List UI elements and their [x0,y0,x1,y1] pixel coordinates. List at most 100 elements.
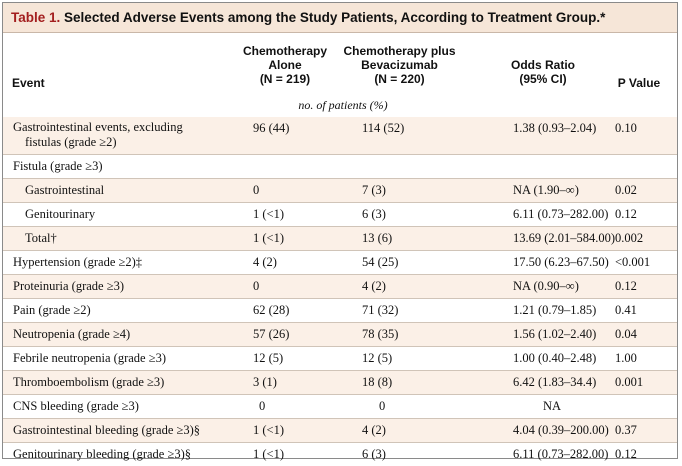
row-alone: 0 [253,279,260,293]
row-p: 0.04 [615,327,637,341]
row-alone: 1 (<1) [253,423,284,437]
table-row: Hypertension (grade ≥2)‡ 4 (2) 54 (25) 1… [3,251,677,275]
row-odds: 1.38 (0.93–2.04) [513,121,597,135]
row-event: Febrile neutropenia (grade ≥3) [13,351,166,365]
row-alone: 1 (<1) [253,231,284,245]
table-row: Genitourinary bleeding (grade ≥3)§ 1 (<1… [3,443,677,466]
table-row: Proteinuria (grade ≥3) 0 4 (2) NA (0.90–… [3,275,677,299]
row-p: 0.002 [615,231,644,245]
row-bev: 6 (3) [362,207,386,221]
row-p: 0.37 [615,423,637,437]
row-alone: 12 (5) [253,351,284,365]
row-p: 0.10 [615,121,637,135]
row-bev: 12 (5) [362,351,393,365]
row-odds: 6.42 (1.83–34.4) [513,375,597,389]
table-row: Gastrointestinal events, excluding fistul… [3,117,677,155]
row-bev: 54 (25) [362,255,399,269]
row-p: <0.001 [615,255,651,269]
row-alone: 3 (1) [253,375,277,389]
row-odds: 1.56 (1.02–2.40) [513,327,597,341]
row-event: Neutropenia (grade ≥4) [13,327,131,341]
header-chemo-alone-line3: (N = 219) [259,72,311,86]
row-event: Proteinuria (grade ≥3) [13,279,124,293]
row-p: 0.12 [615,207,637,221]
row-odds: NA [543,399,562,413]
table-row: Total† 1 (<1) 13 (6) 13.69 (2.01–584.00)… [3,227,677,251]
units-label: no. of patients (%) [298,98,388,112]
row-event: Genitourinary [25,207,96,221]
row-alone: 4 (2) [253,255,277,269]
row-bev: 18 (8) [362,375,393,389]
table-row: Genitourinary 1 (<1) 6 (3) 6.11 (0.73–28… [3,203,677,227]
header-chemo-bev-line3: (N = 220) [374,72,425,86]
row-bev: 71 (32) [362,303,399,317]
row-bev: 0 [379,399,386,413]
row-p: 1.00 [615,351,637,365]
table-row: Pain (grade ≥2) 62 (28) 71 (32) 1.21 (0.… [3,299,677,323]
row-p: 0.12 [615,447,637,461]
row-event: Hypertension (grade ≥2)‡ [13,255,143,269]
table-caption: Selected Adverse Events among the Study … [64,10,606,25]
row-odds: NA (0.90–∞) [513,279,579,293]
header-chemo-alone: Chemotherapy Alone (N = 219) [225,44,345,86]
row-bev: 7 (3) [362,183,386,197]
header-event: Event [12,76,45,90]
row-p: 0.12 [615,279,637,293]
header-chemo-alone-line1: Chemotherapy [242,44,328,58]
table-frame: Table 1. Selected Adverse Events among t… [2,2,678,461]
row-event-line1: Gastrointestinal events, excluding [13,120,183,134]
row-event-line2: fistulas (grade ≥2) [25,135,117,149]
row-event: Thromboembolism (grade ≥3) [13,375,165,389]
table-title: Table 1. Selected Adverse Events among t… [3,3,677,33]
row-bev: 13 (6) [362,231,393,245]
table-row: Febrile neutropenia (grade ≥3) 12 (5) 12… [3,347,677,371]
row-odds: 17.50 (6.23–67.50) [513,255,609,269]
row-event: Pain (grade ≥2) [13,303,91,317]
table-header: Event Chemotherapy Alone (N = 219) Chemo… [3,44,677,92]
row-event: CNS bleeding (grade ≥3) [13,399,139,413]
row-odds: 1.21 (0.79–1.85) [513,303,597,317]
row-alone: 0 [259,399,266,413]
header-odds-ratio: Odds Ratio (95% CI) [488,58,598,86]
row-event: Gastrointestinal events, excluding fistul… [13,120,183,150]
row-odds: NA (1.90–∞) [513,183,579,197]
row-alone: 96 (44) [253,121,290,135]
row-odds: 1.00 (0.40–2.48) [513,351,597,365]
row-bev: 114 (52) [362,121,405,135]
header-chemo-bev: Chemotherapy plus Bevacizumab (N = 220) [337,44,462,86]
row-event: Fistula (grade ≥3) [13,159,103,173]
table-row: Gastrointestinal 0 7 (3) NA (1.90–∞) 0.0… [3,179,677,203]
table-row: Fistula (grade ≥3) [3,155,677,179]
row-p: 0.41 [615,303,637,317]
row-bev: 4 (2) [362,279,386,293]
row-odds: 4.04 (0.39–200.00) [513,423,609,437]
header-chemo-alone-line2: Alone [268,58,302,72]
row-odds: 13.69 (2.01–584.00) [513,231,616,245]
row-bev: 78 (35) [362,327,399,341]
header-odds-line1: Odds Ratio [510,58,575,72]
row-bev: 4 (2) [362,423,386,437]
row-event: Gastrointestinal bleeding (grade ≥3)§ [13,423,201,437]
header-odds-line2: (95% CI) [519,72,567,86]
header-chemo-bev-line2: Bevacizumab [361,58,438,72]
row-alone: 62 (28) [253,303,290,317]
row-event: Gastrointestinal [25,183,105,197]
row-odds: 6.11 (0.73–282.00) [513,447,609,461]
row-odds: 6.11 (0.73–282.00) [513,207,609,221]
table-row: Neutropenia (grade ≥4) 57 (26) 78 (35) 1… [3,323,677,347]
table-row: Thromboembolism (grade ≥3) 3 (1) 18 (8) … [3,371,677,395]
row-alone: 57 (26) [253,327,290,341]
table-body: Gastrointestinal events, excluding fistul… [3,117,677,466]
row-bev: 6 (3) [362,447,386,461]
row-event: Total† [25,231,57,245]
row-alone: 0 [253,183,260,197]
row-p: 0.02 [615,183,637,197]
header-chemo-bev-line1: Chemotherapy plus [343,44,456,58]
table-number: Table 1. [11,10,61,25]
row-p: 0.001 [615,375,644,389]
row-alone: 1 (<1) [253,447,284,461]
row-event: Genitourinary bleeding (grade ≥3)§ [13,447,191,461]
header-p-value: P Value [617,76,661,90]
row-alone: 1 (<1) [253,207,284,221]
table-row: Gastrointestinal bleeding (grade ≥3)§ 1 … [3,419,677,443]
